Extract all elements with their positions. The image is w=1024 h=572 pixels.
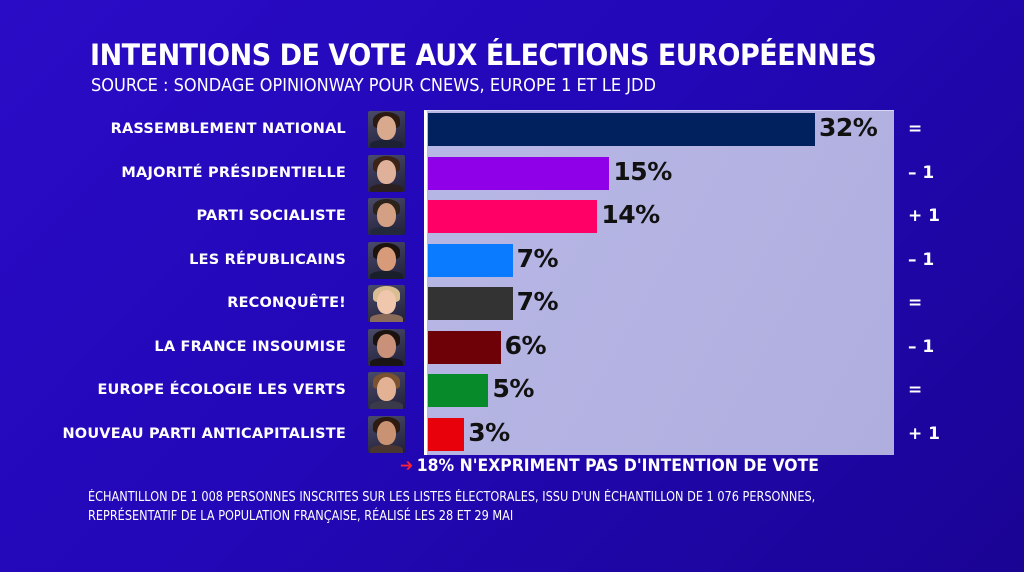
change-indicator: + 1: [908, 206, 940, 226]
change-indicator: + 1: [908, 423, 940, 444]
chart-subtitle: SOURCE : SONDAGE OPINIONWAY POUR CNEWS, …: [91, 75, 656, 96]
change-indicator: – 1: [908, 249, 935, 270]
change-indicator: – 1: [908, 162, 935, 183]
vote-bar: [428, 287, 513, 320]
footnote-line-2: REPRÉSENTATIF DE LA POPULATION FRANÇAISE…: [88, 509, 514, 524]
candidate-photo: [368, 328, 405, 366]
change-indicator: =: [908, 293, 923, 313]
change-indicator: =: [908, 119, 923, 139]
abstention-note: ➔ 18% N'EXPRIMENT PAS D'INTENTION DE VOTE: [400, 456, 819, 476]
vote-bar: [428, 417, 465, 451]
party-label: RASSEMBLEMENT NATIONAL: [110, 121, 346, 137]
candidate-photo: [368, 241, 405, 279]
change-indicator: =: [908, 380, 923, 400]
party-label: LES RÉPUBLICAINS: [189, 251, 346, 268]
chart-title: INTENTIONS DE VOTE AUX ÉLECTIONS EUROPÉE…: [90, 38, 877, 72]
vote-value-label: 15%: [613, 156, 672, 186]
candidate-photo: [368, 285, 405, 322]
party-label: EUROPE ÉCOLOGIE LES VERTS: [97, 382, 346, 398]
vote-value-label: 5%: [492, 374, 534, 403]
change-indicator: – 1: [908, 336, 935, 357]
vote-bar: [428, 156, 610, 190]
party-label: LA FRANCE INSOUMISE: [154, 338, 346, 355]
party-label: MAJORITÉ PRÉSIDENTIELLE: [121, 164, 346, 181]
vote-value-label: 7%: [516, 287, 559, 316]
candidate-photo: [368, 372, 405, 409]
vote-bar: [428, 243, 513, 277]
candidate-photo: [368, 154, 405, 192]
candidate-photo: [368, 198, 405, 235]
vote-value-label: 32%: [819, 113, 878, 142]
abstention-note-text: 18% N'EXPRIMENT PAS D'INTENTION DE VOTE: [416, 456, 819, 476]
vote-bar: [428, 330, 501, 364]
vote-value-label: 6%: [504, 330, 547, 360]
vote-value-label: 3%: [468, 417, 510, 447]
candidate-photo: [368, 111, 405, 148]
vote-bar: [428, 113, 815, 146]
methodology-footnote: ÉCHANTILLON DE 1 008 PERSONNES INSCRITES…: [88, 488, 815, 526]
candidate-photo: [368, 415, 405, 453]
vote-bar: [428, 200, 598, 233]
vote-bar: [428, 374, 489, 407]
footnote-line-1: ÉCHANTILLON DE 1 008 PERSONNES INSCRITES…: [88, 490, 816, 505]
party-label: PARTI SOCIALISTE: [196, 208, 346, 224]
vote-value-label: 14%: [601, 200, 660, 229]
vote-value-label: 7%: [516, 243, 559, 273]
party-label: NOUVEAU PARTI ANTICAPITALISTE: [62, 425, 346, 442]
arrow-right-icon: ➔: [400, 456, 414, 476]
party-label: RECONQUÊTE!: [227, 295, 346, 311]
